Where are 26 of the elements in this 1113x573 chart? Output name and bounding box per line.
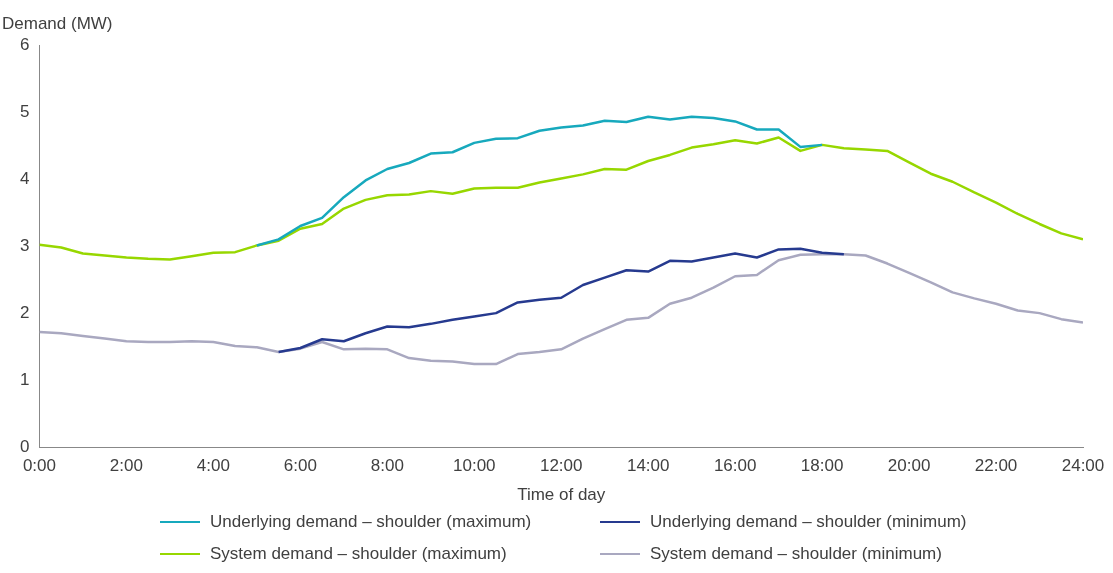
x-tick-label: 18:00: [800, 456, 844, 476]
x-tick-label: 4:00: [196, 456, 230, 476]
x-axis-title: Time of day: [517, 485, 606, 505]
x-tick-label: 8:00: [370, 456, 404, 476]
x-tick-label: 16:00: [713, 456, 757, 476]
x-tick-label: 10:00: [452, 456, 496, 476]
y-tick-label: 1: [19, 369, 30, 389]
legend-label: Underlying demand – shoulder (minimum): [650, 512, 967, 532]
y-tick-label: 3: [19, 235, 30, 255]
y-axis-title: Demand (MW): [2, 14, 113, 34]
x-tick-label: 6:00: [283, 456, 317, 476]
legend-label: Underlying demand – shoulder (maximum): [210, 512, 532, 532]
x-tick-label: 2:00: [109, 456, 143, 476]
x-tick-label: 20:00: [887, 456, 931, 476]
x-tick-label: 24:00: [1061, 456, 1105, 476]
x-tick-label: 0:00: [22, 456, 56, 476]
y-tick-label: 2: [19, 302, 30, 322]
y-tick-label: 4: [19, 168, 30, 188]
legend-label: System demand – shoulder (minimum): [650, 544, 942, 564]
legend-label: System demand – shoulder (maximum): [210, 544, 507, 564]
y-tick-label: 5: [19, 101, 30, 121]
y-tick-label: 6: [19, 34, 30, 54]
x-tick-label: 14:00: [626, 456, 670, 476]
x-tick-label: 22:00: [974, 456, 1018, 476]
y-tick-label: 0: [19, 436, 30, 456]
x-tick-label: 12:00: [539, 456, 583, 476]
